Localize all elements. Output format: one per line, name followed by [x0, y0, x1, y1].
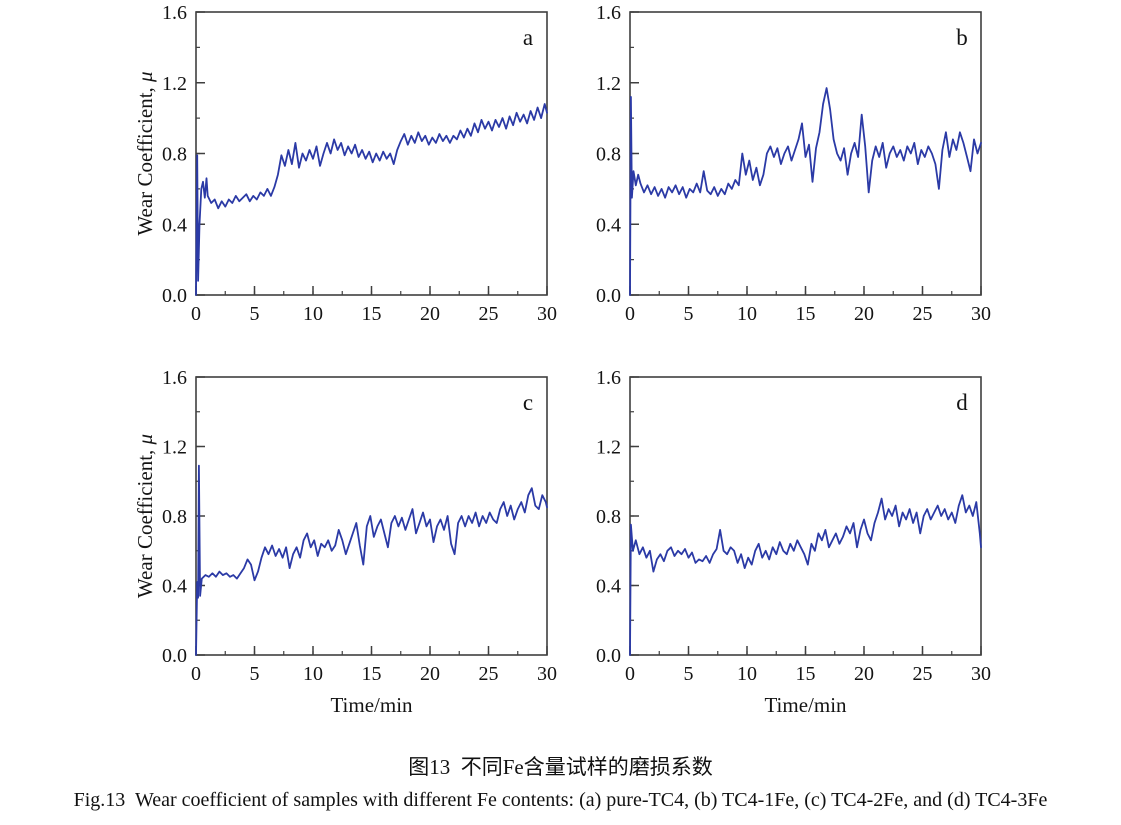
x-tick-label: 25 [913, 663, 933, 685]
x-tick-label: 10 [737, 663, 757, 685]
chart-panel-a: 0 5 10 15 20 25 30 0.0 0.4 0.8 1.2 1.6 a Wear Coeffic… [133, 2, 557, 325]
data-line [629, 494, 982, 656]
y-tick-label: 0.8 [162, 506, 187, 528]
y-tick-label: 1.6 [596, 2, 621, 24]
x-tick-label: 5 [684, 663, 694, 685]
x-tick-label: 25 [913, 303, 933, 325]
x-tick-label: 0 [625, 663, 635, 685]
x-tick-label: 0 [191, 663, 201, 685]
y-tick-label: 1.2 [162, 437, 187, 459]
y-tick-label: 1.2 [162, 73, 187, 95]
x-tick-label: 20 [854, 303, 874, 325]
panel-letter: b [956, 25, 968, 50]
chart-panel-b: 0 5 10 15 20 25 30 0.0 0.4 0.8 1.2 1.6 b [596, 2, 991, 325]
x-tick-label: 0 [625, 303, 635, 325]
x-tick-label: 30 [537, 303, 557, 325]
y-tick-label: 1.6 [596, 367, 621, 389]
y-tick-label: 0.0 [162, 285, 187, 307]
data-line [195, 464, 548, 656]
y-tick-label: 0.4 [596, 214, 621, 236]
panel-letter: a [523, 25, 533, 50]
x-tick-label: 30 [537, 663, 557, 685]
y-tick-label: 0.8 [596, 144, 621, 166]
y-tick-label: 0.8 [596, 506, 621, 528]
x-axis-title: Time/min [764, 693, 847, 717]
x-tick-label: 20 [420, 303, 440, 325]
data-line [629, 87, 982, 296]
x-axis-title: Time/min [330, 693, 413, 717]
chart-panel-c: 0 5 10 15 20 25 30 0.0 0.4 0.8 1.2 1.6 c Time/min Wear… [133, 367, 557, 717]
x-tick-label: 10 [303, 303, 323, 325]
x-tick-label: 30 [971, 663, 991, 685]
y-tick-label: 1.2 [596, 437, 621, 459]
x-tick-label: 25 [479, 663, 499, 685]
y-tick-label: 0.0 [596, 645, 621, 667]
x-tick-label: 10 [737, 303, 757, 325]
x-tick-label: 25 [479, 303, 499, 325]
y-tick-label: 0.4 [162, 214, 187, 236]
y-tick-label: 1.2 [596, 73, 621, 95]
panel-letter: d [956, 390, 968, 415]
caption-english: Fig.13 Wear coefficient of samples with … [73, 789, 1048, 811]
panel-letter: c [523, 390, 533, 415]
plot-box [195, 376, 548, 656]
y-tick-label: 0.4 [596, 576, 621, 598]
x-tick-label: 20 [420, 663, 440, 685]
y-tick-label: 0.0 [596, 285, 621, 307]
x-tick-label: 0 [191, 303, 201, 325]
y-tick-label: 1.6 [162, 367, 187, 389]
x-tick-label: 10 [303, 663, 323, 685]
x-tick-label: 15 [362, 663, 382, 685]
x-tick-label: 5 [250, 303, 260, 325]
y-tick-label: 0.0 [162, 645, 187, 667]
y-tick-label: 0.8 [162, 144, 187, 166]
x-tick-label: 5 [684, 303, 694, 325]
y-tick-label: 0.4 [162, 576, 187, 598]
plot-box [629, 376, 982, 656]
y-axis-title: Wear Coefficient, μ [133, 71, 157, 235]
caption-chinese: 图13 不同Fe含量试样的磨损系数 [408, 755, 713, 779]
x-tick-label: 20 [854, 663, 874, 685]
x-tick-label: 15 [796, 303, 816, 325]
y-tick-label: 1.6 [162, 2, 187, 24]
x-tick-label: 30 [971, 303, 991, 325]
plot-box [195, 11, 548, 296]
x-tick-label: 15 [796, 663, 816, 685]
data-line [195, 103, 548, 296]
chart-panel-d: 0 5 10 15 20 25 30 0.0 0.4 0.8 1.2 1.6 d Time/min [596, 367, 991, 717]
x-tick-label: 5 [250, 663, 260, 685]
y-axis-title: Wear Coefficient, μ [133, 434, 157, 598]
x-tick-label: 15 [362, 303, 382, 325]
